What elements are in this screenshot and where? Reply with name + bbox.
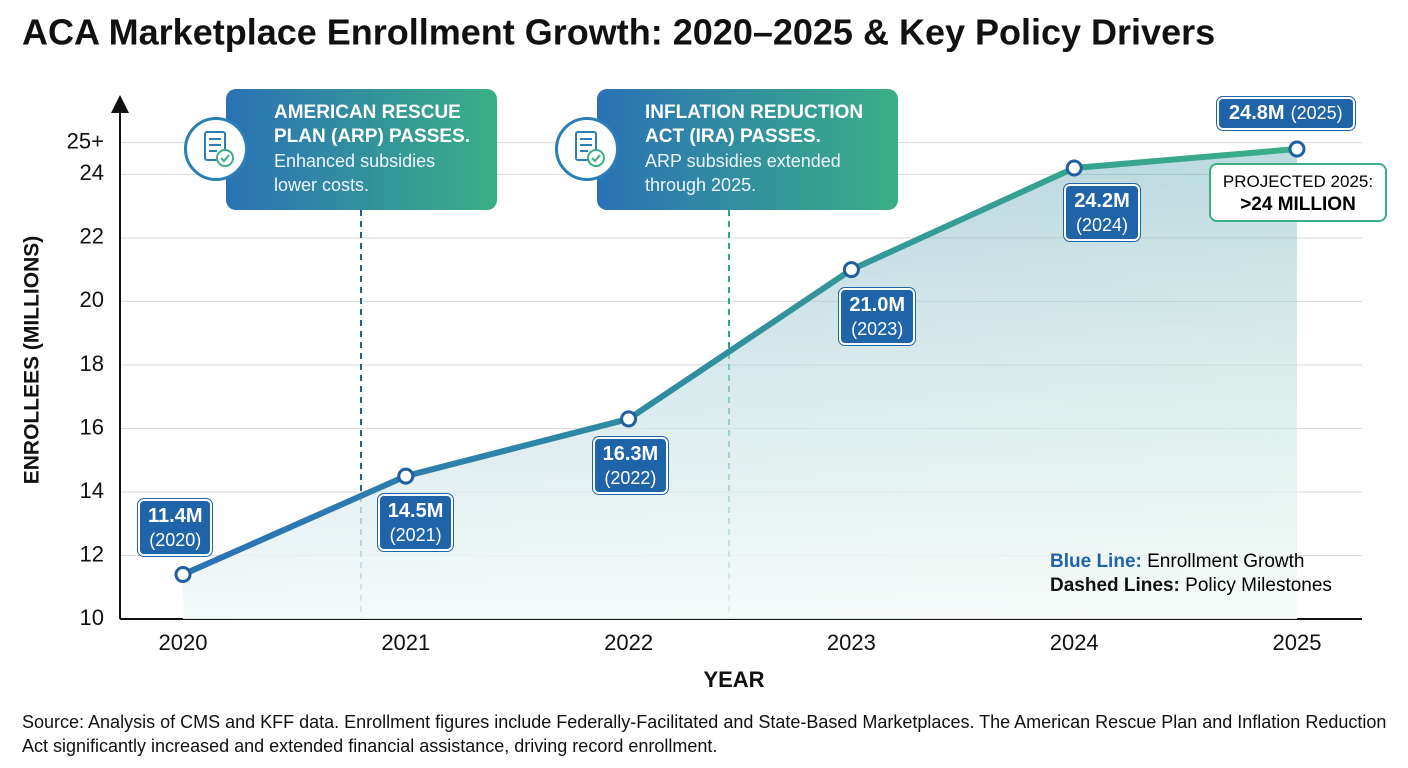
value-note: (2024) (1075, 215, 1128, 236)
y-tick-label: 20 (80, 287, 104, 312)
y-tick-label: 24 (80, 160, 104, 185)
value-text: 14.5M (387, 500, 444, 523)
callout: AMERICAN RESCUE PLAN (ARP) PASSES. Enhanc… (226, 89, 497, 210)
callout-title: AMERICAN RESCUE PLAN (ARP) PASSES. (274, 102, 471, 147)
value-label: 24.2M (2024) (1064, 184, 1140, 242)
value-text: 11.4M (148, 504, 203, 527)
projection-value: >24 MILLION (1240, 194, 1356, 215)
value-label: 16.3M (2022) (592, 436, 669, 494)
icon-graphic (575, 131, 605, 167)
y-tick-label: 10 (80, 605, 104, 630)
x-tick-label: 2025 (1273, 630, 1322, 655)
legend-item: Blue Line: Enrollment Growth (1050, 550, 1304, 574)
y-tick-label: 14 (80, 478, 104, 503)
value-label: 21.0M (2023) (839, 287, 915, 345)
point (174, 566, 192, 584)
legend-text: Policy Milestones (1185, 575, 1332, 596)
legend-key: Blue Line: (1050, 551, 1142, 572)
legend-text: Enrollment Growth (1147, 551, 1305, 572)
callout-text: Enhanced subsidies lower costs. (274, 151, 436, 195)
area-fade (183, 148, 1297, 619)
projection-box: PROJECTED 2025: >24 MILLION (1209, 163, 1387, 222)
y-tick-label: 18 (80, 351, 104, 376)
y-tick-label: 12 (80, 541, 104, 566)
y-tick-label: 16 (80, 414, 104, 439)
point (842, 261, 860, 279)
x-tick-label: 2024 (1050, 630, 1099, 655)
callout-text: ARP subsidies extended through 2025. (645, 151, 841, 195)
legend-item: Dashed Lines: Policy Milestones (1050, 574, 1332, 598)
document-icon (184, 117, 248, 181)
point (1288, 140, 1306, 158)
x-axis-label: YEAR (703, 667, 764, 692)
icon-graphic (204, 131, 234, 167)
y-axis-arrow (111, 95, 129, 113)
value-text: 24.2M (1074, 190, 1130, 213)
x-tick-label: 2022 (604, 630, 653, 655)
value-label: 11.4M (2020) (138, 498, 213, 556)
value-note: (2020) (149, 529, 202, 550)
value-note: (2022) (604, 467, 657, 488)
chart-title: ACA Marketplace Enrollment Growth: 2020–… (22, 12, 1215, 53)
value-label: 24.8M (2025) (1217, 96, 1355, 130)
point (397, 467, 415, 485)
value-text: 24.8M (1229, 101, 1285, 124)
value-label: 14.5M (2021) (377, 494, 454, 552)
value-text: 16.3M (602, 442, 659, 465)
x-tick-label: 2020 (159, 630, 208, 655)
value-note: (2025) (1290, 102, 1343, 123)
value-note: (2021) (389, 525, 442, 546)
document-icon (555, 117, 619, 181)
value-text: 21.0M (849, 293, 905, 316)
legend-key: Dashed Lines: (1050, 575, 1180, 596)
line (181, 145, 1298, 578)
y-tick-label: 22 (80, 224, 104, 249)
point (620, 410, 638, 428)
y-axis-label: ENROLLEES (MILLIONS) (21, 236, 44, 485)
source-note: Source: Analysis of CMS and KFF data. En… (22, 712, 1387, 756)
value-note: (2023) (851, 318, 904, 339)
projection-label: PROJECTED 2025: (1222, 172, 1374, 191)
point (1065, 159, 1083, 177)
x-tick-label: 2023 (827, 630, 876, 655)
x-tick-label: 2021 (381, 630, 430, 655)
callout-title: INFLATION REDUCTION ACT (IRA) PASSES. (645, 102, 864, 147)
callout: INFLATION REDUCTION ACT (IRA) PASSES. ARP… (597, 89, 898, 210)
y-tick-label: 25+ (67, 128, 104, 153)
